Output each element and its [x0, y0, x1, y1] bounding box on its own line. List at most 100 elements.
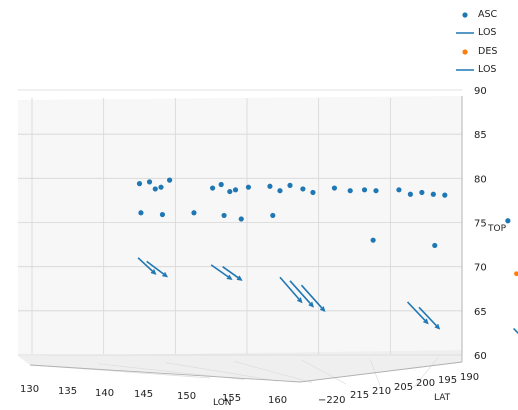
- los-vector-head: [308, 301, 315, 308]
- z-tick-label: 65: [474, 307, 487, 318]
- grid-line-floor: [369, 358, 381, 386]
- asc-point: [245, 184, 252, 190]
- asc-point: [159, 211, 166, 218]
- asc-point: [331, 185, 338, 191]
- asc-point: [396, 187, 402, 193]
- x-tick-labels: 130 135 140 145 150 155 160: [20, 384, 287, 406]
- grid-line-floor: [165, 362, 279, 382]
- asc-point: [146, 179, 153, 185]
- asc-point: [210, 185, 216, 191]
- asc-point: [270, 212, 276, 219]
- los-vector-head: [319, 306, 326, 313]
- legend-entry-asc: ASC: [452, 6, 518, 24]
- legend-entry-los: LOS: [452, 24, 518, 42]
- asc-point: [191, 210, 197, 216]
- asc-point: [232, 187, 239, 193]
- point-marker-icon: [462, 49, 468, 55]
- grid-line-floor: [413, 357, 439, 388]
- z-axis-label: TOP: [487, 224, 507, 234]
- x-axis-label: LON: [213, 398, 232, 408]
- los-vector: [418, 306, 440, 330]
- los-vector: [279, 276, 303, 303]
- los-vectors: [137, 257, 518, 335]
- los-vector-head: [434, 323, 441, 330]
- x-tick-label: 145: [134, 389, 153, 400]
- asc-point: [442, 192, 448, 198]
- legend-label: DES: [478, 46, 498, 57]
- asc-point: [505, 218, 511, 224]
- y-tick-labels: −220 215 210 205 200 195 190: [318, 372, 479, 406]
- x-tick-label: 150: [177, 391, 196, 402]
- z-tick-label: 60: [474, 351, 487, 362]
- los-vector-head: [297, 297, 303, 304]
- legend-entry-los-2: LOS: [452, 61, 518, 79]
- asc-point: [238, 216, 244, 222]
- line-marker-icon: [456, 69, 474, 71]
- y-tick-label: 200: [416, 378, 435, 389]
- y-tick-label: −220: [318, 395, 345, 406]
- x-tick-label: 155: [222, 393, 241, 404]
- x-axis-line: [29, 364, 301, 383]
- asc-point: [407, 191, 413, 197]
- asc-point: [158, 184, 164, 190]
- y-axis-label: LAT: [434, 393, 451, 403]
- y-axis-line: [299, 361, 463, 383]
- legend-label: ASC: [478, 9, 498, 20]
- los-vector-head: [162, 272, 169, 278]
- los-vector-head: [423, 318, 429, 325]
- los-vector-head: [150, 269, 157, 275]
- asc-point: [167, 177, 173, 183]
- asc-point: [221, 212, 227, 219]
- y-tick-label: 190: [460, 372, 479, 383]
- des-points: [514, 271, 518, 277]
- asc-point: [347, 188, 353, 194]
- asc-point: [152, 186, 158, 192]
- axes-panes: [18, 96, 462, 382]
- legend: ASC LOS DES LOS: [452, 6, 518, 84]
- asc-point: [310, 189, 316, 196]
- asc-point: [227, 188, 233, 195]
- asc-point: [419, 189, 425, 196]
- los-vector: [513, 327, 518, 335]
- asc-point: [267, 183, 273, 189]
- los-vector: [406, 301, 429, 324]
- los-vector: [146, 260, 168, 278]
- z-tick-label: 90: [474, 86, 487, 97]
- y-tick-label: 215: [350, 390, 369, 401]
- asc-point: [277, 188, 283, 194]
- asc-point: [430, 191, 436, 197]
- legend-label: LOS: [478, 27, 497, 38]
- grid-line-floor: [301, 359, 347, 385]
- los-vector: [137, 257, 156, 275]
- asc-point: [138, 210, 144, 216]
- legend-label: LOS: [478, 64, 497, 75]
- grid-line-floor: [233, 361, 313, 383]
- asc-point: [218, 181, 224, 188]
- y-tick-label: 195: [438, 375, 457, 386]
- point-marker-icon: [462, 12, 468, 18]
- y-tick-label: 205: [394, 382, 413, 393]
- los-vector: [289, 280, 314, 307]
- z-tick-label: 75: [474, 219, 487, 230]
- los-vector: [210, 264, 232, 280]
- los-vector: [222, 266, 242, 281]
- x-tick-label: 160: [268, 395, 287, 406]
- asc-point: [300, 186, 306, 192]
- asc-point: [432, 242, 438, 249]
- z-tick-label: 80: [474, 174, 487, 185]
- y-tick-label: 210: [372, 386, 391, 397]
- z-tick-label: 70: [474, 263, 487, 274]
- z-tick-labels: 60 65 70 75 80 85 90: [474, 86, 487, 362]
- los-vector-head: [226, 274, 233, 280]
- asc-point: [287, 182, 293, 188]
- grid-lines: [18, 89, 463, 388]
- los-vector: [300, 284, 325, 312]
- asc-point: [136, 181, 143, 187]
- asc-point: [373, 188, 379, 194]
- asc-point: [361, 187, 368, 193]
- x-tick-label: 140: [95, 388, 114, 399]
- x-tick-label: 135: [58, 386, 77, 397]
- des-point: [514, 271, 518, 277]
- floor-pane: [18, 350, 462, 382]
